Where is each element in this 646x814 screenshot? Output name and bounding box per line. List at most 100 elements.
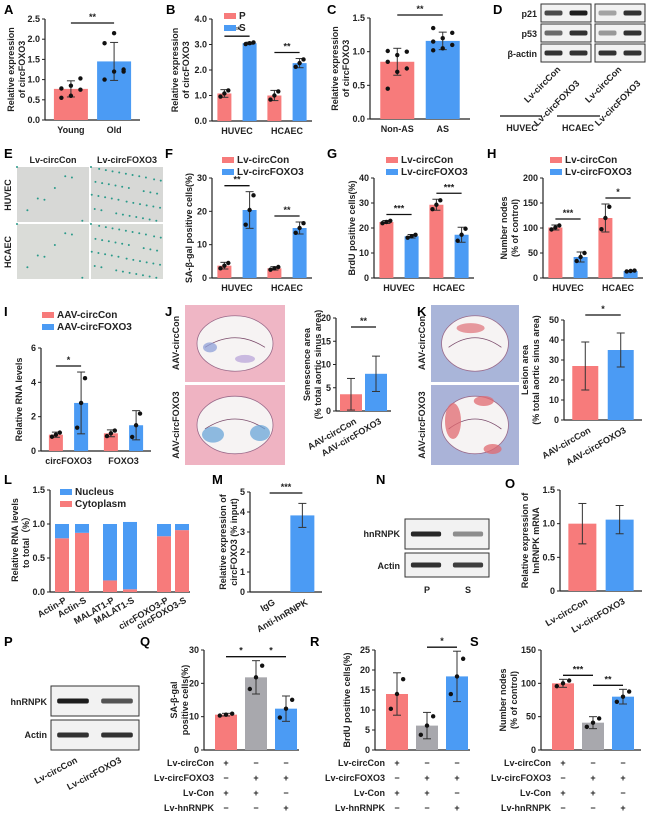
chart-B-point xyxy=(251,40,256,45)
chart-K-ylabel: (% total aortic sinus area) xyxy=(531,315,541,425)
chart-B-point xyxy=(272,93,277,98)
chart-H-point xyxy=(557,223,562,228)
blot-P-band xyxy=(57,698,89,704)
chart-A-point xyxy=(102,77,107,82)
image-E-stain-dot xyxy=(121,185,124,188)
image-E-stain-dot xyxy=(153,235,156,238)
chart-L-bar-cytoplasm xyxy=(157,536,171,592)
chart-F-xtick-label: HUVEC xyxy=(221,283,253,293)
image-E-stain-dot xyxy=(90,223,92,225)
chart-F-ytick-label: 30 xyxy=(197,173,207,183)
chart-F-point xyxy=(297,225,302,231)
chart-Q-treatment-label: Lv-circCon xyxy=(167,758,214,768)
blot-N-lane-label: S xyxy=(465,585,471,595)
chart-A-point xyxy=(102,41,107,46)
image-E-stain-dot xyxy=(98,167,101,170)
chart-S-ytick-label: 50 xyxy=(526,712,536,722)
image-E-stain-dot xyxy=(93,265,96,268)
chart-R-treatment-sign: − xyxy=(424,758,429,768)
image-E-stain-dot xyxy=(114,241,117,244)
chart-G-bar xyxy=(379,222,394,278)
chart-B-bar xyxy=(292,63,307,121)
chart-C-point xyxy=(404,49,409,54)
blot-D-band xyxy=(544,30,563,36)
chart-L-ytick-label: 0.5 xyxy=(32,553,45,563)
chart-I-legend-label: AAV-circFOXO3 xyxy=(57,322,132,333)
panel-letter-J: J xyxy=(165,304,172,319)
chart-F-point xyxy=(247,207,252,213)
image-J-stain xyxy=(202,426,224,443)
chart-A-point xyxy=(78,76,83,81)
panel-letter-I: I xyxy=(4,304,8,319)
blot-D-frame xyxy=(540,23,592,43)
image-E-stain-dot xyxy=(131,174,134,177)
chart-H-xtick-label: HUVEC xyxy=(552,283,584,293)
chart-I-point xyxy=(78,400,84,406)
chart-S-point xyxy=(584,724,590,730)
chart-F-point xyxy=(222,263,227,268)
image-E-stain-dot xyxy=(16,223,18,225)
chart-K: 01020304050AAV-circConAAV-circFOXO3*Lesi… xyxy=(520,304,642,467)
chart-L-ylabel: to total（%） xyxy=(21,512,31,568)
image-E-stain-dot xyxy=(104,226,107,229)
image-E-stain-dot xyxy=(114,184,117,187)
chart-R-point xyxy=(418,732,424,738)
chart-H-point xyxy=(624,269,629,274)
image-K-row-label: AAV-circFOXO3 xyxy=(417,391,427,458)
chart-G-sig-label: *** xyxy=(444,182,455,192)
chart-B-point xyxy=(301,57,306,62)
chart-A-point xyxy=(121,69,126,74)
chart-L-bar-nucleus xyxy=(157,524,171,537)
image-E-stain-dot xyxy=(104,169,107,172)
image-E-stain-dot xyxy=(104,196,107,199)
blot-D-band xyxy=(598,30,617,36)
chart-B-ylabel: of circFOXO3 xyxy=(181,41,191,99)
chart-M-bar xyxy=(290,515,315,592)
image-E-stain-dot xyxy=(97,252,100,255)
chart-R-ytick-label: 0 xyxy=(365,745,370,755)
chart-J-ytick-label: 15 xyxy=(321,336,331,346)
image-E-stain-dot xyxy=(94,237,97,240)
blot-N-band xyxy=(410,562,442,568)
chart-S-treatment-sign: + xyxy=(620,773,625,783)
chart-C-point xyxy=(440,36,445,41)
chart-C-point xyxy=(385,48,390,54)
chart-C-xtick-label: Non-AS xyxy=(381,124,414,134)
image-E-stain-dot xyxy=(110,254,113,257)
chart-C-point xyxy=(404,66,409,71)
blot-D-band xyxy=(544,10,563,16)
image-E-micrograph xyxy=(91,167,163,222)
chart-H-point xyxy=(607,204,612,209)
chart-S-treatment-sign: − xyxy=(560,803,565,813)
chart-L-ytick-label: 0.0 xyxy=(32,587,45,597)
image-E-stain-dot xyxy=(141,217,144,220)
chart-A-point xyxy=(59,95,64,100)
image-E-stain-dot xyxy=(90,166,92,168)
chart-B-legend-label: S xyxy=(239,23,246,34)
chart-G-point xyxy=(388,218,393,223)
chart-G-xtick-label: HCAEC xyxy=(433,283,466,293)
chart-S-treatment-label: Lv-Con xyxy=(520,788,551,798)
chart-L-legend-label: Cytoplasm xyxy=(75,499,126,510)
chart-J-ylabel: Senescence area xyxy=(302,327,312,401)
chart-G-ytick-label: 20 xyxy=(359,223,369,233)
chart-M-ylabel: Relative expression of xyxy=(218,493,228,590)
chart-G-ytick-label: 10 xyxy=(359,248,369,258)
chart-S-ytick-label: 150 xyxy=(521,645,536,655)
chart-S-ylabel: (% of control) xyxy=(509,671,519,729)
chart-I-point xyxy=(53,432,59,437)
chart-H-point xyxy=(628,268,633,274)
image-E-stain-dot xyxy=(155,276,158,279)
chart-C-sig-label: ** xyxy=(416,4,424,14)
chart-G-legend-swatch xyxy=(386,157,398,163)
chart-F-point xyxy=(293,230,298,235)
chart-H-legend-swatch xyxy=(550,157,562,163)
chart-C-ytick-label: 0.5 xyxy=(352,80,365,90)
image-E-stain-dot xyxy=(115,212,118,215)
blot-D-band xyxy=(598,10,617,16)
chart-F-ylabel: SA-β-gal positive cells(%) xyxy=(184,173,194,283)
chart-R-treatment-sign: + xyxy=(424,788,429,798)
blot-D-frame xyxy=(540,3,592,23)
